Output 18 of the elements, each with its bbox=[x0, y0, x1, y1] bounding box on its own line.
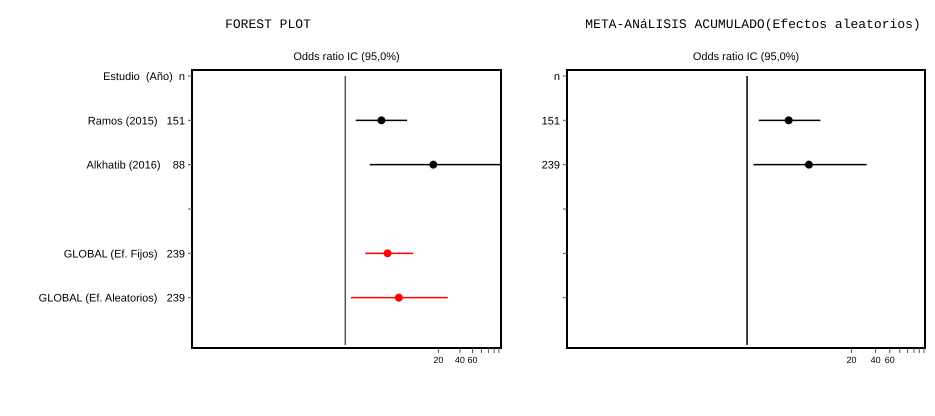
y-tick-label: 239 bbox=[542, 160, 560, 172]
y-tick-label: 151 bbox=[542, 115, 560, 128]
y-tick-label: Estudio (Año) n bbox=[103, 71, 185, 83]
y-tick-label: n bbox=[554, 71, 560, 83]
y-tick-label: Alkhatib (2016) 88 bbox=[86, 160, 185, 172]
chart-title: FOREST PLOT bbox=[225, 17, 312, 32]
x-tick-label: 20 bbox=[846, 355, 856, 365]
y-tick-label: GLOBAL (Ef. Fijos) 239 bbox=[64, 248, 185, 260]
x-tick-label: 60 bbox=[468, 355, 478, 365]
x-tick-label: 60 bbox=[884, 355, 895, 365]
chart-subtitle: Odds ratio IC (95,0%) bbox=[293, 51, 400, 63]
y-tick-label: Ramos (2015) 151 bbox=[88, 115, 185, 128]
chart-title: META-ANáLISIS ACUMULADO(Efectos aleatorios) bbox=[585, 17, 921, 32]
x-tick-label: 40 bbox=[870, 355, 881, 365]
x-tick-label: 40 bbox=[454, 355, 465, 365]
chart-subtitle: Odds ratio IC (95,0%) bbox=[692, 51, 800, 63]
y-tick-label: GLOBAL (Ef. Aleatorios) 239 bbox=[38, 292, 185, 305]
x-tick-label: 20 bbox=[433, 355, 444, 365]
